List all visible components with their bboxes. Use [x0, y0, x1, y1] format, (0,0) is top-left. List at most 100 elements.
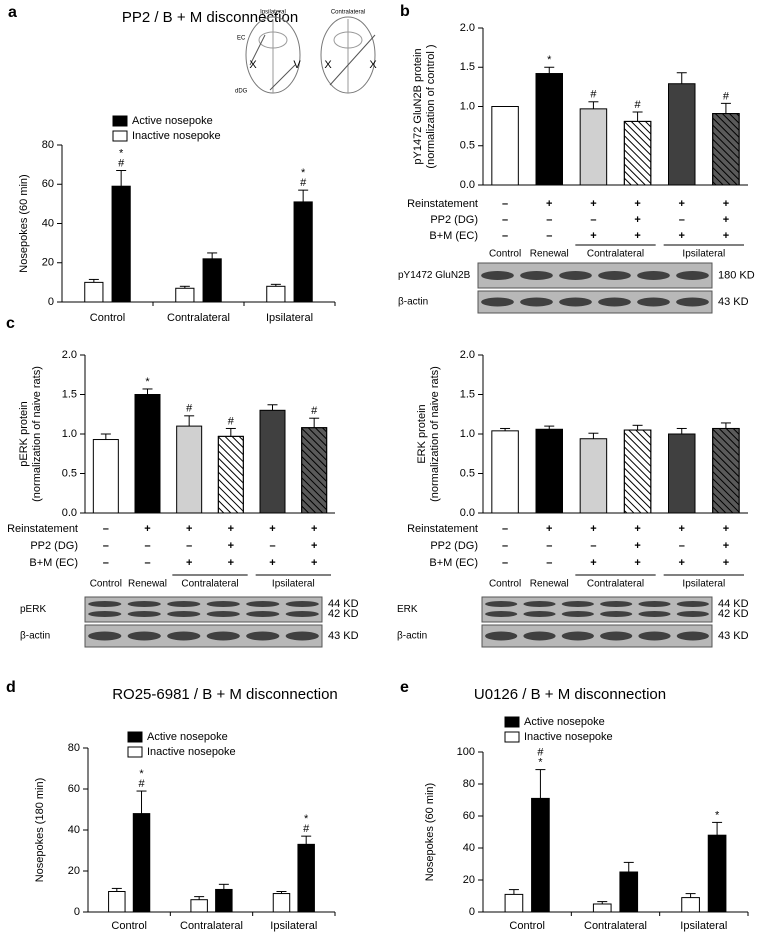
condition-sign: +: [186, 557, 192, 569]
condition-sign: +: [723, 523, 729, 535]
group-label: Contralateral: [181, 579, 238, 590]
blot-size: 42 KD: [718, 608, 749, 620]
bar-hatch: [217, 435, 244, 514]
y-axis-label: ERK protein: [416, 404, 428, 463]
significance-mark: #: [300, 177, 307, 189]
y-axis-label: (normalization of naive rats): [429, 366, 441, 502]
bar: [504, 893, 524, 913]
x-tick-label: Control: [90, 312, 125, 324]
y-axis-label: pY1472 GluN2B protein: [412, 48, 424, 164]
bar-hatch: [712, 113, 740, 186]
bar: [111, 185, 131, 303]
condition-sign: +: [634, 540, 640, 552]
blot-band: [88, 601, 122, 607]
condition-sign: –: [269, 540, 275, 552]
legend-label: Active nosepoke: [147, 731, 228, 743]
blot-name: β-actin: [20, 631, 50, 642]
y-tick-label: 1.5: [460, 388, 475, 400]
group-label: Control: [489, 249, 521, 260]
blot: [84, 596, 323, 623]
y-tick-label: 40: [42, 217, 54, 229]
inset-region: dDG: [235, 89, 248, 95]
x-tick-label: Ipsilateral: [266, 312, 313, 324]
bar: [190, 899, 208, 913]
condition-label: B+M (EC): [429, 230, 478, 242]
inset-symbol: X: [369, 59, 377, 71]
condition-label: PP2 (DG): [430, 540, 478, 552]
blot-size: 44 KD: [718, 598, 749, 610]
blot-band: [523, 631, 556, 641]
condition-sign: +: [590, 198, 596, 210]
legend-swatch: [112, 130, 128, 142]
bar: [176, 425, 203, 514]
legend-label: Inactive nosepoke: [132, 130, 221, 142]
legend-swatch: [127, 731, 143, 743]
legend-swatch: [504, 731, 520, 743]
condition-sign: –: [679, 540, 685, 552]
blot: [481, 624, 713, 648]
blot-band: [246, 631, 280, 641]
y-tick-label: 0: [469, 906, 475, 918]
bar: [491, 106, 519, 186]
condition-sign: –: [546, 214, 552, 226]
x-tick-label: Contralateral: [167, 312, 230, 324]
blot: [481, 596, 713, 623]
x-tick-label: Control: [509, 920, 544, 932]
condition-sign: +: [144, 523, 150, 535]
significance-mark: #: [138, 778, 145, 790]
legend-label: Active nosepoke: [132, 115, 213, 127]
significance-mark: *: [304, 813, 309, 825]
significance-mark: *: [547, 54, 552, 66]
blot-band: [559, 271, 592, 280]
blot-band: [167, 601, 201, 607]
y-tick-label: 0.0: [460, 507, 475, 519]
y-tick-label: 2.0: [62, 349, 77, 361]
condition-sign: +: [269, 557, 275, 569]
group-label: Control: [489, 579, 521, 590]
group-label: Control: [90, 579, 122, 590]
bar: [272, 893, 291, 913]
significance-mark: #: [228, 415, 235, 427]
y-tick-label: 0: [74, 906, 80, 918]
blot-name: pY1472 GluN2B: [398, 270, 471, 281]
chart-title: PP2 / B + M disconnection: [122, 9, 298, 26]
blot-size: 43 KD: [718, 630, 749, 642]
blot-band: [561, 601, 594, 607]
significance-mark: *: [119, 147, 124, 159]
bar: [579, 108, 608, 186]
condition-sign: +: [311, 523, 317, 535]
blot-band: [598, 271, 631, 280]
condition-sign: –: [502, 214, 508, 226]
x-tick-label: Control: [111, 920, 146, 932]
y-tick-label: 100: [457, 746, 475, 758]
group-label: Contralateral: [587, 579, 644, 590]
significance-mark: *: [715, 809, 720, 821]
blot-band: [600, 601, 633, 607]
bar: [707, 834, 727, 913]
y-tick-label: 80: [463, 778, 475, 790]
x-tick-label: Ipsilateral: [680, 920, 727, 932]
condition-sign: –: [546, 230, 552, 242]
bar: [92, 439, 119, 514]
bar: [215, 888, 233, 913]
bar: [202, 258, 222, 303]
blot-size: 43 KD: [718, 296, 749, 308]
y-tick-label: 0.0: [460, 179, 475, 191]
significance-mark: #: [311, 405, 318, 417]
bar: [535, 428, 563, 514]
blot-band: [523, 601, 556, 607]
blot-band: [88, 611, 122, 617]
significance-mark: *: [145, 376, 150, 388]
condition-sign: –: [502, 540, 508, 552]
blot-band: [520, 297, 553, 307]
blot-band: [285, 601, 319, 607]
condition-sign: +: [590, 523, 596, 535]
condition-label: B+M (EC): [29, 557, 78, 569]
y-axis-label: pERK protein: [18, 401, 30, 466]
condition-sign: +: [679, 198, 685, 210]
blot-band: [638, 611, 671, 617]
panel-letter: b: [400, 3, 410, 20]
y-tick-label: 40: [68, 824, 80, 836]
